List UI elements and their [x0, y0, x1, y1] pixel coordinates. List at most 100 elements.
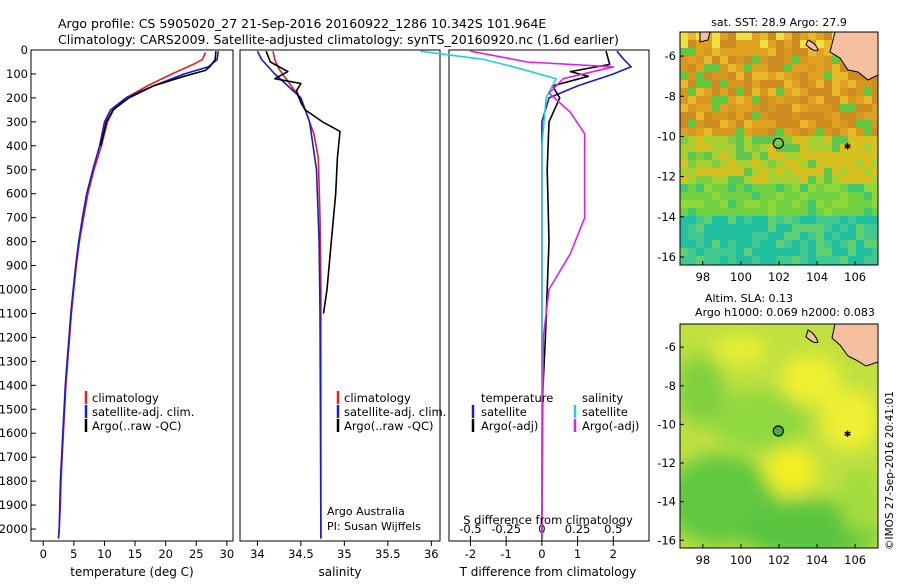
salinity-xlabel: salinity: [318, 565, 361, 579]
sst-cell: [712, 160, 720, 168]
sst-cell: [776, 128, 784, 136]
sst-cell: [768, 104, 776, 112]
sst-cell: [736, 72, 744, 80]
sst-cell: [744, 168, 752, 176]
sst-cell: [864, 192, 872, 200]
sst-cell: [832, 88, 840, 96]
y-tick-label: 1300: [0, 354, 28, 368]
sst-cell: [720, 152, 728, 160]
sst-cell: [848, 176, 856, 184]
sst-cell: [856, 160, 864, 168]
legend-header-temperature: temperature: [481, 391, 553, 405]
sst-cell: [760, 152, 768, 160]
sst-cell: [848, 248, 856, 256]
sst-cell: [712, 200, 720, 208]
sst-cell: [736, 40, 744, 48]
sst-cell: [680, 96, 688, 104]
sst-cell: [832, 248, 840, 256]
sst-cell: [688, 256, 696, 264]
sst-cell: [832, 96, 840, 104]
sst-cell: [752, 200, 760, 208]
sst-cell: [792, 88, 800, 96]
sst-cell: [800, 128, 808, 136]
sst-cell: [824, 176, 832, 184]
sst-cell: [856, 168, 864, 176]
sst-cell: [824, 64, 832, 72]
map-y-tick-label: -8: [665, 89, 676, 103]
sst-cell: [856, 88, 864, 96]
sst-cell: [872, 136, 878, 144]
sst-cell: [744, 144, 752, 152]
sst-cell: [728, 248, 736, 256]
sst-cell: [856, 232, 864, 240]
sst-cell: [784, 144, 792, 152]
sst-cell: [760, 112, 768, 120]
sst-cell: [872, 224, 878, 232]
sst-cell: [808, 80, 816, 88]
sst-cell: [744, 184, 752, 192]
sst-cell: [680, 128, 688, 136]
sst-cell: [848, 136, 856, 144]
sst-cell: [768, 176, 776, 184]
map-y-tick-label: -6: [665, 340, 676, 354]
sst-cell: [832, 80, 840, 88]
series-line: [57, 51, 220, 539]
sst-cell: [864, 248, 872, 256]
sst-cell: [696, 56, 704, 64]
sst-cell: [848, 152, 856, 160]
y-tick-label: 300: [6, 115, 28, 129]
series-line: [541, 50, 632, 539]
sst-cell: [752, 40, 760, 48]
sst-cell: [688, 224, 696, 232]
sst-cell: [784, 208, 792, 216]
sst-cell: [720, 168, 728, 176]
institution-note: Argo Australia: [327, 505, 405, 518]
sst-cell: [736, 112, 744, 120]
sst-cell: [800, 184, 808, 192]
sst-cell: [752, 136, 760, 144]
map-x-tick-label: 106: [844, 270, 866, 284]
sst-cell: [848, 88, 856, 96]
sst-cell: [848, 232, 856, 240]
sst-cell: [752, 224, 760, 232]
sst-cell: [784, 80, 792, 88]
sst-cell: [832, 240, 840, 248]
legend-label-sal-argo: Argo(-adj): [582, 419, 639, 433]
sst-cell: [736, 64, 744, 72]
sst-cell: [680, 176, 688, 184]
x-tick-label: 25: [189, 547, 204, 561]
sst-cell: [808, 56, 816, 64]
float-position-marker: [772, 137, 784, 149]
sst-cell: [768, 40, 776, 48]
x-tick-label: -0.25: [491, 522, 521, 536]
x-tick-label: 15: [128, 547, 143, 561]
sst-cell: [688, 120, 696, 128]
sst-cell: [736, 152, 744, 160]
sst-cell: [720, 192, 728, 200]
x-tick-label: -1: [500, 547, 511, 561]
sst-cell: [864, 256, 872, 264]
sst-cell: [776, 152, 784, 160]
sst-cell: [808, 208, 816, 216]
sst-cell: [736, 144, 744, 152]
sst-cell: [744, 248, 752, 256]
sst-cell: [784, 112, 792, 120]
sst-cell: [736, 192, 744, 200]
sst-cell: [752, 184, 760, 192]
sla-blob: [712, 336, 768, 364]
sst-cell: [744, 232, 752, 240]
sst-cell: [760, 224, 768, 232]
sst-cell: [776, 160, 784, 168]
sst-cell: [824, 248, 832, 256]
map-x-tick-label: 102: [768, 553, 790, 567]
salinity-panel: 34 34.5 35 35.5 36 salinity climatology sate…: [239, 49, 446, 579]
sst-cell: [872, 128, 878, 136]
sst-cell: [784, 240, 792, 248]
difference-panel: -2 -1 0 1 2-0.5 -0.25 0 0.25 0.5 T difference fr…: [420, 49, 650, 579]
sst-cell: [808, 136, 816, 144]
sst-cell: [824, 32, 832, 40]
sst-cell: [704, 96, 712, 104]
sst-cell: [752, 72, 760, 80]
sst-cell: [832, 144, 840, 152]
sst-cell: [816, 168, 824, 176]
